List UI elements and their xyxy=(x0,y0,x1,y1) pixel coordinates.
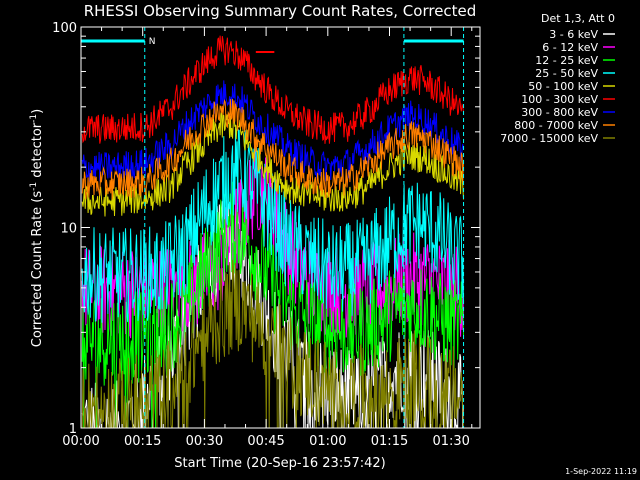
legend-entry-label: 50 - 100 keV xyxy=(528,80,598,93)
x-axis-label: Start Time (20-Sep-16 23:57:42) xyxy=(174,456,385,471)
x-tick-label: 01:30 xyxy=(432,434,469,449)
x-tick-label: 00:30 xyxy=(186,434,223,449)
y-axis: 1 10 100 xyxy=(52,21,480,437)
x-tick-label: 01:00 xyxy=(309,434,346,449)
x-tick-label: 00:15 xyxy=(124,434,161,449)
series-line-5 xyxy=(81,35,464,144)
x-tick-label: 01:15 xyxy=(371,434,408,449)
interval-bar-label: N xyxy=(149,37,156,47)
x-tick-label: 00:45 xyxy=(247,434,284,449)
x-tick-label: 00:00 xyxy=(62,434,99,449)
series-line-8 xyxy=(81,259,464,429)
legend-entry-label: 300 - 800 keV xyxy=(521,106,598,119)
series-line-3 xyxy=(81,127,464,323)
series-line-7 xyxy=(81,98,464,200)
y-tick-label: 100 xyxy=(52,21,77,36)
plot-area: N xyxy=(81,27,465,430)
legend-entry-label: 100 - 300 keV xyxy=(521,93,598,106)
legend-entry-label: 3 - 6 keV xyxy=(549,28,598,41)
legend-title: Det 1,3, Att 0 xyxy=(541,12,615,25)
legend-entry-label: 800 - 7000 keV xyxy=(514,119,598,132)
legend-entry-label: 7000 - 15000 keV xyxy=(500,132,598,145)
y-axis-label: Corrected Count Rate (s-1 detector-1) xyxy=(29,109,45,347)
legend-entry-label: 25 - 50 keV xyxy=(535,67,598,80)
x-axis: 00:00 00:15 00:30 00:45 01:00 01:15 01:30 xyxy=(62,27,473,449)
series-line-4 xyxy=(81,111,464,217)
chart-title: RHESSI Observing Summary Count Rates, Co… xyxy=(84,2,477,20)
legend-entry-label: 6 - 12 keV xyxy=(542,41,598,54)
footer-timestamp: 1-Sep-2022 11:19 xyxy=(565,467,637,476)
y-tick-label: 1 xyxy=(69,422,77,437)
legend-entry-label: 12 - 25 keV xyxy=(535,54,598,67)
series-line-2 xyxy=(81,181,464,429)
y-tick-label: 10 xyxy=(60,222,77,237)
